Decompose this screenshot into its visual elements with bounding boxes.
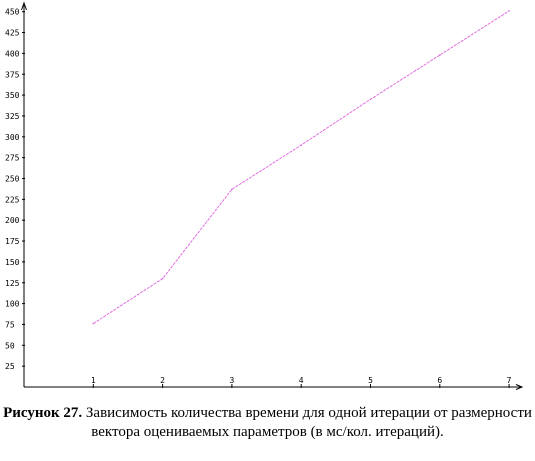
data-point <box>439 54 441 56</box>
y-tick-label: 200 <box>5 216 20 225</box>
figure-caption-label: Рисунок 27. <box>3 405 83 421</box>
y-tick-label: 250 <box>5 175 20 184</box>
y-tick-label: 150 <box>5 258 20 267</box>
y-tick-label: 450 <box>5 8 20 17</box>
x-tick-label: 4 <box>299 376 304 385</box>
y-tick-label: 375 <box>5 70 20 79</box>
figure-caption-text: Зависимость количества времени для одной… <box>82 405 532 440</box>
y-tick-label: 325 <box>5 112 20 121</box>
x-axis-ticks: 1 2 3 4 5 6 7 <box>91 376 512 388</box>
x-tick-label: 5 <box>368 376 373 385</box>
data-point <box>231 188 233 191</box>
data-point <box>300 144 303 146</box>
y-tick-label: 50 <box>5 341 15 350</box>
x-tick-label: 2 <box>160 376 165 385</box>
data-point <box>369 98 372 101</box>
y-tick-label: 175 <box>5 237 20 246</box>
y-axis-arrow <box>21 1 27 11</box>
x-axis-arrow <box>515 384 524 390</box>
y-tick-label: 125 <box>5 279 20 288</box>
y-tick-label: 25 <box>5 362 15 371</box>
y-tick-label: 275 <box>5 154 20 163</box>
chart-axes <box>21 1 524 390</box>
y-tick-label: 225 <box>5 195 20 204</box>
x-tick-label: 6 <box>437 376 442 385</box>
data-point <box>92 322 95 325</box>
y-tick-label: 300 <box>5 133 20 142</box>
line-chart: 2550751001251501752002252502753003253503… <box>5 1 524 390</box>
data-point <box>161 277 164 280</box>
y-axis-ticks: 25 50 75 100 125 150 175 200 225 250 275 300 325 350 3… <box>5 8 25 371</box>
x-tick-label: 1 <box>91 376 96 385</box>
chart-series <box>92 10 510 325</box>
series-line <box>93 10 510 325</box>
figure-caption: Рисунок 27. Зависимость количества време… <box>0 404 535 442</box>
data-point <box>508 10 510 12</box>
y-tick-label: 100 <box>5 300 20 309</box>
y-tick-label: 350 <box>5 91 20 100</box>
y-tick-label: 400 <box>5 49 20 58</box>
x-tick-label: 7 <box>507 376 512 385</box>
y-tick-label: 425 <box>5 29 20 38</box>
y-tick-label: 75 <box>5 320 15 329</box>
x-tick-label: 3 <box>229 376 234 385</box>
